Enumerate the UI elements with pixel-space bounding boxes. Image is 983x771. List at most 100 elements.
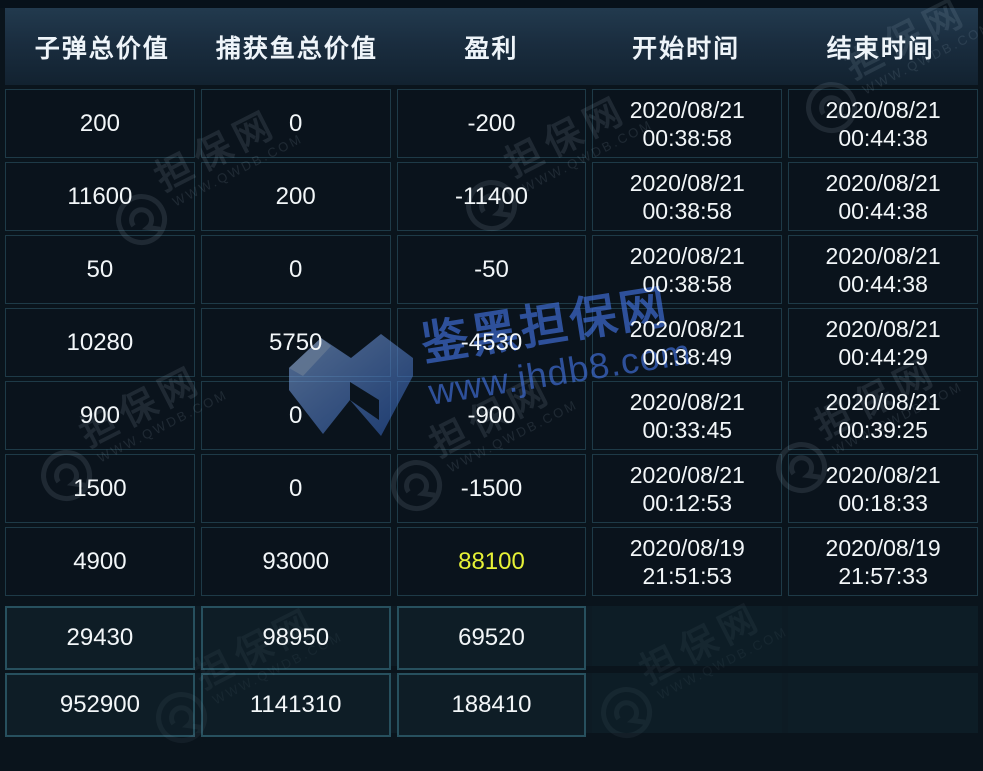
table-row: 50 0 -50 2020/08/21 00:38:58 2020/08/21 00… xyxy=(5,235,978,304)
end-date-text: 2020/08/21 xyxy=(825,96,941,123)
profit-text: -4530 xyxy=(460,328,523,356)
table-row: 200 0 -200 2020/08/21 00:38:58 2020/08/21… xyxy=(5,89,978,158)
cell-profit: -50 xyxy=(396,235,587,304)
header-start-time: 开始时间 xyxy=(589,29,784,65)
summary-bullet-text: 952900 xyxy=(59,691,140,718)
fish-value-text: 200 xyxy=(275,182,316,210)
summary-profit-text: 188410 xyxy=(451,691,532,718)
header-label: 开始时间 xyxy=(632,34,741,63)
cell-start-time: 2020/08/21 00:38:58 xyxy=(592,162,783,231)
cell-bullet-value: 10280 xyxy=(5,308,195,377)
summary-profit-total: 188410 xyxy=(396,673,587,737)
end-time-text: 21:57:33 xyxy=(838,562,928,589)
bullet-value-text: 4900 xyxy=(73,547,127,575)
start-time-text: 00:38:58 xyxy=(642,270,733,297)
end-time-text: 00:44:38 xyxy=(838,270,928,297)
summary-profit-text: 69520 xyxy=(458,624,525,651)
cell-end-time: 2020/08/21 00:44:38 xyxy=(788,89,978,158)
bullet-value-text: 1500 xyxy=(73,474,127,502)
top-edge xyxy=(0,0,983,8)
profit-text: -1500 xyxy=(460,474,523,502)
fish-value-text: 0 xyxy=(289,255,303,283)
cell-fish-value: 5750 xyxy=(200,308,391,377)
cell-profit: -200 xyxy=(396,89,587,158)
end-time-text: 00:44:38 xyxy=(838,124,928,151)
summary-fish-text: 98950 xyxy=(262,624,330,651)
cell-bullet-value: 200 xyxy=(5,89,195,158)
cell-bullet-value: 1500 xyxy=(5,454,195,523)
profit-text: -900 xyxy=(467,401,516,429)
fish-value-text: 0 xyxy=(289,401,303,429)
header-bullet-total: 子弹总价值 xyxy=(5,29,200,65)
start-time-text: 21:51:53 xyxy=(642,562,733,589)
end-date-text: 2020/08/19 xyxy=(825,534,941,561)
cell-end-time: 2020/08/21 00:44:29 xyxy=(788,308,978,377)
end-time-text: 00:18:33 xyxy=(838,489,928,516)
end-time-text: 00:44:38 xyxy=(838,197,928,224)
cell-end-time: 2020/08/19 21:57:33 xyxy=(788,527,978,596)
bullet-value-text: 900 xyxy=(79,401,120,429)
profit-text: 88100 xyxy=(458,547,525,575)
cell-fish-value: 0 xyxy=(200,381,391,450)
cell-start-time: 2020/08/21 00:38:49 xyxy=(592,308,783,377)
end-time-text: 00:39:25 xyxy=(838,416,928,443)
cell-start-time: 2020/08/21 00:38:58 xyxy=(592,235,783,304)
cell-end-time: 2020/08/21 00:44:38 xyxy=(788,162,978,231)
fish-value-text: 93000 xyxy=(262,547,330,575)
table-row: 4900 93000 88100 2020/08/19 21:51:53 2020… xyxy=(5,527,978,596)
cell-bullet-value: 50 xyxy=(5,235,195,304)
start-date-text: 2020/08/21 xyxy=(629,169,745,196)
table-row: 1500 0 -1500 2020/08/21 00:12:53 2020/08/… xyxy=(5,454,978,523)
cell-start-time: 2020/08/21 00:38:58 xyxy=(592,89,783,158)
summary-row-totals: 29430 98950 69520 xyxy=(5,606,978,670)
cell-fish-value: 0 xyxy=(200,235,391,304)
cell-fish-value: 93000 xyxy=(200,527,391,596)
table-row: 900 0 -900 2020/08/21 00:33:45 2020/08/21… xyxy=(5,381,978,450)
bullet-value-text: 10280 xyxy=(66,328,134,356)
summary-empty-cell xyxy=(592,673,783,733)
table-row: 11600 200 -11400 2020/08/21 00:38:58 2020… xyxy=(5,162,978,231)
summary-bullet-total: 29430 xyxy=(5,606,195,670)
cell-end-time: 2020/08/21 00:39:25 xyxy=(788,381,978,450)
cell-fish-value: 0 xyxy=(200,454,391,523)
bullet-value-text: 11600 xyxy=(67,182,133,210)
start-date-text: 2020/08/21 xyxy=(629,388,745,415)
start-date-text: 2020/08/21 xyxy=(629,96,745,123)
summary-profit-total: 69520 xyxy=(396,606,587,670)
header-label: 盈利 xyxy=(464,34,519,63)
cell-fish-value: 200 xyxy=(200,162,391,231)
summary-empty-cell xyxy=(788,673,978,733)
cell-profit: -900 xyxy=(396,381,587,450)
cell-end-time: 2020/08/21 00:18:33 xyxy=(788,454,978,523)
start-time-text: 00:38:58 xyxy=(642,124,733,151)
cell-bullet-value: 900 xyxy=(5,381,195,450)
summary-fish-total: 98950 xyxy=(200,606,391,670)
bullet-value-text: 50 xyxy=(86,255,114,283)
cell-end-time: 2020/08/21 00:44:38 xyxy=(788,235,978,304)
cell-bullet-value: 4900 xyxy=(5,527,195,596)
summary-empty-cell xyxy=(592,606,783,666)
end-date-text: 2020/08/21 xyxy=(825,242,941,269)
start-date-text: 2020/08/21 xyxy=(629,315,745,342)
cell-profit: -1500 xyxy=(396,454,587,523)
start-time-text: 00:38:49 xyxy=(642,343,733,370)
end-date-text: 2020/08/21 xyxy=(825,169,941,196)
bullet-value-text: 200 xyxy=(79,109,120,137)
summary-fish-total: 1141310 xyxy=(200,673,391,737)
summary-empty-cell xyxy=(788,606,978,666)
profit-text: -200 xyxy=(467,109,516,137)
header-fish-total: 捕获鱼总价值 xyxy=(200,29,395,65)
start-date-text: 2020/08/21 xyxy=(629,461,745,488)
cell-profit: -11400 xyxy=(396,162,587,231)
header-label: 捕获鱼总价值 xyxy=(215,34,378,63)
start-time-text: 00:12:53 xyxy=(642,489,733,516)
profit-text: -50 xyxy=(474,255,509,283)
header-label: 结束时间 xyxy=(826,34,935,63)
summary-fish-text: 1141310 xyxy=(249,691,342,718)
profit-text: -11400 xyxy=(455,182,528,210)
end-date-text: 2020/08/21 xyxy=(825,461,941,488)
fish-value-text: 0 xyxy=(289,109,303,137)
cell-fish-value: 0 xyxy=(200,89,391,158)
summary-bullet-text: 29430 xyxy=(66,624,134,651)
header-end-time: 结束时间 xyxy=(783,29,978,65)
